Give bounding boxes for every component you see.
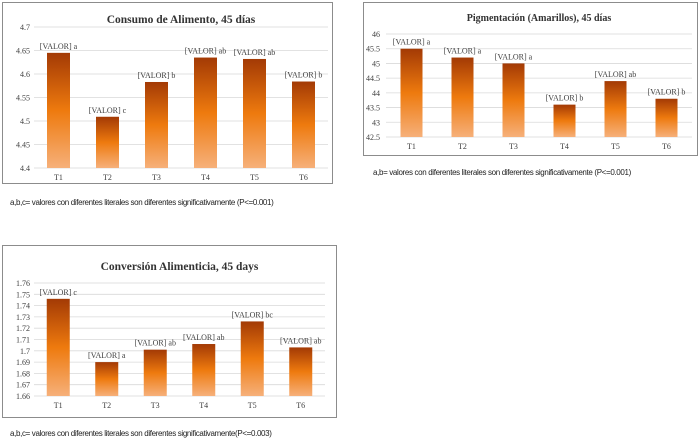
y-tick-label: 4.45 xyxy=(16,141,30,150)
data-label: [VALOR] bc xyxy=(232,310,274,319)
x-tick-label: T4 xyxy=(199,401,208,410)
y-tick-label: 1.76 xyxy=(16,279,30,288)
y-tick-label: 1.68 xyxy=(16,369,30,378)
y-tick-label: 4.4 xyxy=(20,164,30,173)
feed-consumption-chart: Consumo de Alimento, 45 días 4.4 4.45 4.5 4.… xyxy=(2,2,333,184)
x-tick-label: T6 xyxy=(662,142,671,151)
bar-t5 xyxy=(604,81,627,137)
y-tick-label: 43.5 xyxy=(366,104,380,113)
x-tick-label: T4 xyxy=(201,173,210,182)
data-label: [VALOR] a xyxy=(88,351,126,360)
data-label: [VALOR] ab xyxy=(280,336,321,345)
data-label: [VALOR] a xyxy=(495,52,533,61)
data-label: [VALOR] b xyxy=(138,71,176,80)
x-tick-label: T5 xyxy=(250,173,259,182)
feed-conversion-caption: a,b,c= valores con diferentes literales … xyxy=(10,429,272,438)
chart-title: Conversión Alimenticia, 45 days xyxy=(101,261,259,273)
feed-consumption-caption: a,b,c= valores con diferentes literales … xyxy=(10,198,274,207)
x-tick-label: T6 xyxy=(296,401,305,410)
bar-t3 xyxy=(143,349,167,396)
x-tick-label: T2 xyxy=(458,142,467,151)
chart-title: Pigmentación (Amarillos), 45 días xyxy=(467,13,612,24)
y-tick-label: 4.5 xyxy=(20,117,30,126)
data-label: [VALOR] ab xyxy=(185,47,226,56)
y-tick-label: 45 xyxy=(372,59,380,68)
bar-t1 xyxy=(400,48,423,137)
y-tick-label: 1.73 xyxy=(16,313,30,322)
bar-t3 xyxy=(145,81,168,168)
y-tick-label: 44 xyxy=(372,89,380,98)
x-tick-label: T1 xyxy=(407,142,416,151)
chart-svg: Consumo de Alimento, 45 días 4.4 4.45 4.5 4.… xyxy=(16,14,328,182)
x-tick-label: T2 xyxy=(103,173,112,182)
x-tick-label: T3 xyxy=(152,173,161,182)
bar-t4 xyxy=(194,57,217,168)
feed-conversion-chart: Conversión Alimenticia, 45 days 1.66 1.67 1… xyxy=(2,245,337,418)
bar-t6 xyxy=(289,347,313,396)
data-label: [VALOR] b xyxy=(546,94,584,103)
y-tick-label: 46 xyxy=(372,30,380,39)
bar-t2 xyxy=(451,57,474,137)
y-tick-label: 1.71 xyxy=(16,336,30,345)
bar-t5 xyxy=(240,321,264,396)
pigmentation-chart: Pigmentación (Amarillos), 45 días 42.5 43 4… xyxy=(363,2,698,156)
bar-t1 xyxy=(47,52,70,168)
data-label: [VALOR] c xyxy=(89,106,127,115)
y-tick-label: 45.5 xyxy=(366,45,380,54)
bar-t6 xyxy=(655,98,678,137)
bar-t1 xyxy=(46,298,70,396)
x-tick-label: T2 xyxy=(102,401,111,410)
x-tick-label: T3 xyxy=(151,401,160,410)
bar-t3 xyxy=(502,63,525,137)
data-label: [VALOR] a xyxy=(444,47,482,56)
x-tick-label: T1 xyxy=(54,173,63,182)
bar-t5 xyxy=(243,58,266,168)
x-tick-label: T6 xyxy=(299,173,308,182)
bar-t2 xyxy=(96,116,119,168)
bar-t4 xyxy=(553,104,576,137)
bar-t6 xyxy=(292,81,315,168)
chart-title: Consumo de Alimento, 45 días xyxy=(107,14,256,26)
data-label: [VALOR] ab xyxy=(183,333,224,342)
y-tick-label: 1.66 xyxy=(16,392,30,401)
y-tick-label: 4.7 xyxy=(20,23,30,32)
y-tick-label: 1.67 xyxy=(16,381,30,390)
bar-t4 xyxy=(192,344,216,396)
x-tick-label: T5 xyxy=(248,401,257,410)
data-label: [VALOR] ab xyxy=(234,48,275,57)
x-tick-label: T5 xyxy=(611,142,620,151)
y-tick-label: 1.7 xyxy=(20,347,30,356)
x-tick-label: T1 xyxy=(54,401,63,410)
y-tick-label: 42.5 xyxy=(366,133,380,142)
pigmentation-caption: a,b= valores con diferentes literales so… xyxy=(373,168,631,177)
data-label: [VALOR] b xyxy=(285,71,323,80)
data-label: [VALOR] a xyxy=(40,42,78,51)
chart-svg: Pigmentación (Amarillos), 45 días 42.5 43 4… xyxy=(366,13,692,151)
y-tick-label: 1.72 xyxy=(16,324,30,333)
x-tick-label: T3 xyxy=(509,142,518,151)
y-tick-label: 43 xyxy=(372,118,380,127)
data-label: [VALOR] a xyxy=(393,38,431,47)
y-tick-label: 44.5 xyxy=(366,74,380,83)
chart-svg: Conversión Alimenticia, 45 days 1.66 1.67 1… xyxy=(16,261,325,410)
y-tick-label: 1.69 xyxy=(16,358,30,367)
y-tick-label: 4.55 xyxy=(16,94,30,103)
y-tick-label: 1.74 xyxy=(16,302,30,311)
y-tick-label: 4.6 xyxy=(20,70,30,79)
data-label: [VALOR] c xyxy=(40,288,78,297)
bar-t2 xyxy=(95,362,119,396)
y-tick-label: 1.75 xyxy=(16,290,30,299)
y-tick-label: 4.65 xyxy=(16,47,30,56)
data-label: [VALOR] b xyxy=(648,88,686,97)
x-tick-label: T4 xyxy=(560,142,569,151)
data-label: [VALOR] ab xyxy=(135,339,176,348)
data-label: [VALOR] ab xyxy=(595,70,636,79)
